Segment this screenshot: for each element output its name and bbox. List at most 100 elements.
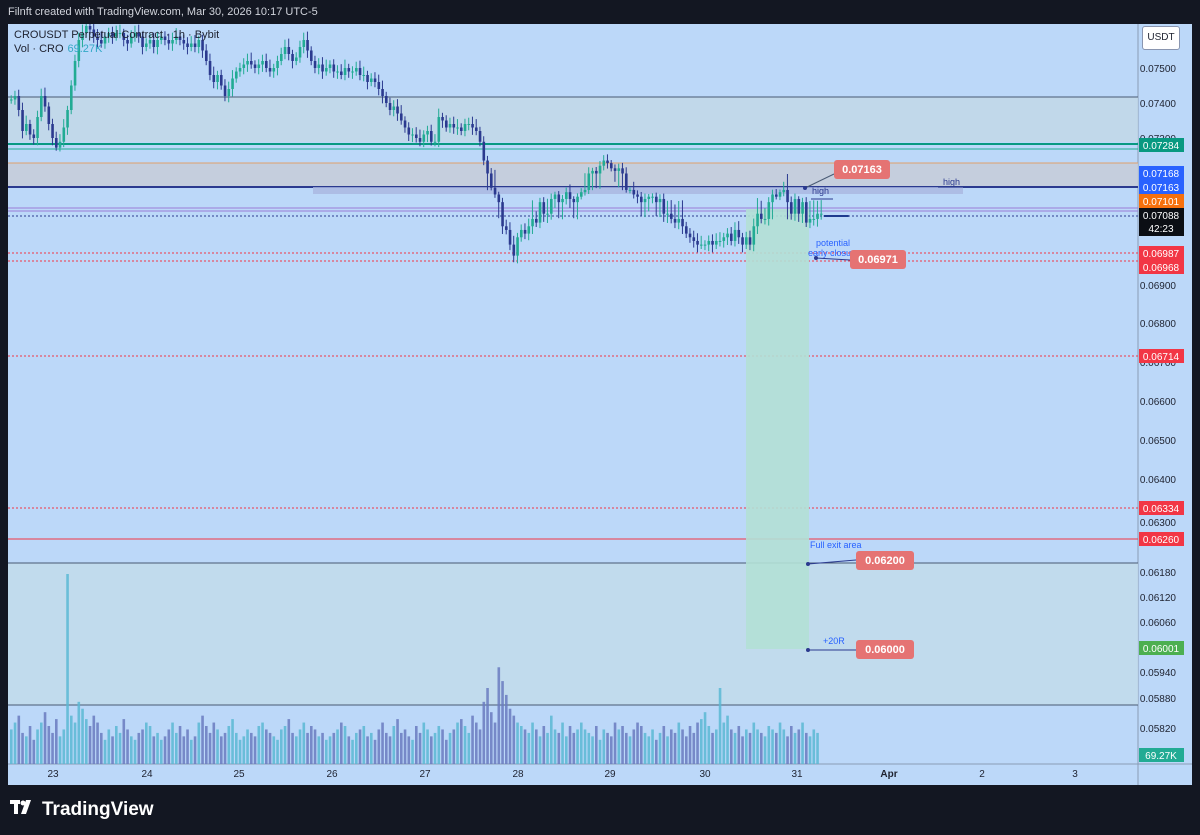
candle-body (347, 68, 351, 72)
volume-bar (430, 736, 433, 764)
candle-body (808, 218, 812, 223)
candle-body (625, 173, 628, 190)
volume-bar (707, 726, 711, 764)
candle-body (707, 240, 711, 245)
volume-bar (261, 722, 264, 764)
price-badge: 0.06334 (1139, 501, 1184, 515)
volume-bar (325, 739, 328, 764)
early-close-dot (814, 256, 818, 260)
volume-bar (688, 726, 692, 764)
tag-06000[interactable]: 0.06000 (856, 640, 914, 659)
volume-bar (752, 722, 756, 764)
volume-bar (336, 729, 339, 764)
volume-bar (103, 739, 107, 764)
volume-bar (321, 732, 324, 764)
volume-bar (508, 708, 512, 764)
volume-bar (317, 736, 321, 764)
tag-06200[interactable]: 0.06200 (856, 551, 914, 570)
candle-body (782, 189, 786, 193)
volume-bar (628, 736, 632, 764)
volume-bar (441, 729, 444, 764)
candle-body (137, 33, 141, 37)
volume-bar (730, 729, 733, 764)
candle-body (283, 47, 287, 54)
candle-body (70, 85, 73, 110)
candle-body (55, 138, 58, 148)
volume-bar (598, 739, 602, 764)
candle-body (662, 198, 666, 214)
candle-body (460, 127, 463, 131)
volume-bar (662, 726, 666, 764)
candle-body (126, 40, 129, 44)
candle-body (88, 26, 92, 30)
volume-bar (546, 732, 549, 764)
candle-body (430, 131, 433, 142)
price-badge: 69.27K (1139, 748, 1184, 762)
candle-body (235, 71, 238, 79)
candle-body (628, 189, 632, 191)
candle-body (148, 40, 152, 44)
candle-body (36, 117, 39, 138)
volume-bar (632, 729, 636, 764)
candle-body (272, 68, 276, 72)
volume-bar (497, 667, 501, 764)
candle-body (85, 26, 88, 33)
candle-body (535, 218, 538, 223)
volume-bar (373, 739, 377, 764)
candle-body (190, 43, 193, 47)
volume-bar (190, 739, 193, 764)
candle-body (718, 240, 722, 242)
volume-bar (591, 736, 594, 764)
candle-body (220, 75, 223, 86)
price-tick-label: 0.06900 (1140, 281, 1177, 292)
volume-bar (137, 732, 141, 764)
tag-06971[interactable]: 0.06971 (850, 250, 906, 269)
candle-body (520, 229, 523, 238)
candle-body (426, 131, 429, 135)
price-badge: 0.06260 (1139, 532, 1184, 546)
candle-body (685, 226, 688, 234)
volume-bar (351, 739, 354, 764)
candle-body (280, 54, 283, 61)
volume-bar (36, 729, 39, 764)
candle-body (523, 229, 527, 234)
tradingview-brand[interactable]: TradingView (10, 795, 154, 825)
volume-bar (572, 732, 576, 764)
volume-bar (576, 729, 579, 764)
volume-bar (418, 732, 422, 764)
tag-07163[interactable]: 0.07163 (834, 160, 890, 179)
candle-body (632, 189, 636, 195)
volume-bar (445, 739, 448, 764)
price-tick-label: 0.06060 (1140, 618, 1177, 629)
currency-button[interactable]: USDT (1142, 26, 1180, 50)
candle-body (21, 110, 24, 131)
candle-body (201, 40, 204, 51)
volume-bar (613, 722, 617, 764)
volume-bar (10, 729, 13, 764)
candle-body (422, 134, 426, 142)
symbol-legend[interactable]: CROUSDT Perpetual Contract · 1h · Bybit (14, 29, 220, 41)
volume-bar (366, 736, 369, 764)
candle-body (208, 61, 212, 75)
volume-bar (692, 732, 696, 764)
price-chart[interactable]: high high potential early closure Full e… (8, 24, 1192, 785)
volume-legend-label: Vol · CRO (14, 43, 64, 55)
tag-06000-text: 0.06000 (865, 644, 905, 656)
price-tick-label: 0.06500 (1140, 436, 1177, 447)
candle-body (325, 68, 328, 72)
chart-pane[interactable]: high high potential early closure Full e… (8, 24, 1192, 785)
volume-bar (280, 729, 283, 764)
volume-bar (763, 736, 767, 764)
price-badge-text: 0.06968 (1143, 263, 1180, 274)
candle-body (441, 117, 444, 121)
volume-bar (433, 732, 437, 764)
candle-body (332, 64, 336, 72)
volume-legend[interactable]: Vol · CRO 69.27K (14, 43, 102, 55)
tag-07163-text: 0.07163 (842, 164, 882, 176)
volume-bar (512, 715, 516, 764)
candle-body (336, 71, 339, 73)
volume-bar (400, 732, 403, 764)
candle-body (130, 36, 133, 44)
candle-body (291, 54, 294, 61)
volume-bar (610, 736, 613, 764)
